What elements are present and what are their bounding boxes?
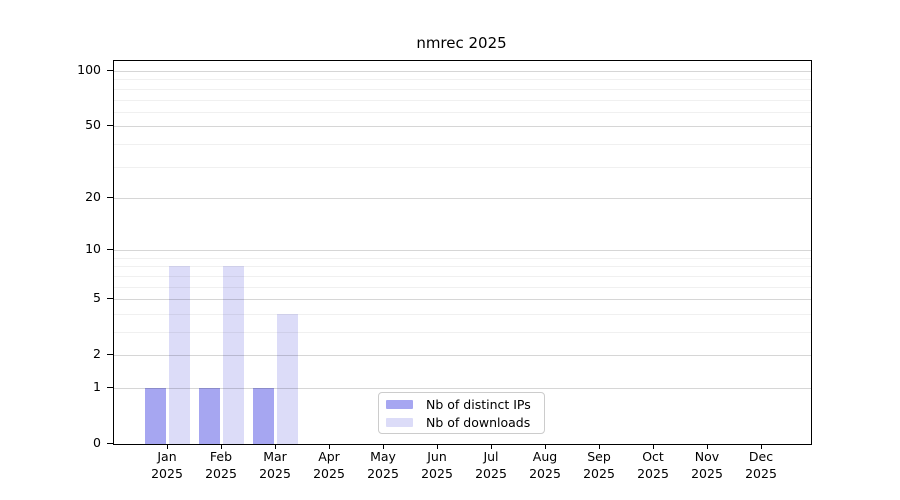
minor-gridline xyxy=(114,166,811,168)
x-tick-mark xyxy=(383,444,384,449)
minor-gridline xyxy=(114,99,811,101)
major-gridline xyxy=(114,355,811,357)
major-gridline xyxy=(114,250,811,252)
x-tick-label: May 2025 xyxy=(367,449,399,481)
legend-label-downloads: Nb of downloads xyxy=(426,414,531,430)
bar-distinct-ips xyxy=(199,388,220,444)
minor-gridline xyxy=(114,286,811,288)
x-tick-label: Jan 2025 xyxy=(151,449,183,481)
y-tick-mark xyxy=(107,125,113,127)
x-tick-label: Jul 2025 xyxy=(475,449,507,481)
y-tick-mark xyxy=(107,298,113,300)
major-gridline xyxy=(114,299,811,301)
x-tick-mark xyxy=(491,444,492,449)
x-tick-label: Feb 2025 xyxy=(205,449,237,481)
y-tick-label: 50 xyxy=(85,117,101,133)
minor-gridline xyxy=(114,79,811,81)
y-tick-label: 1 xyxy=(93,379,101,394)
bar-downloads xyxy=(169,266,190,444)
x-tick-mark xyxy=(707,444,708,449)
y-tick-label: 100 xyxy=(77,62,101,77)
x-tick-mark xyxy=(167,444,168,449)
x-tick-mark xyxy=(653,444,654,449)
distinct-ips-swatch xyxy=(386,399,413,409)
x-tick-mark xyxy=(761,444,762,449)
x-tick-label: Sep 2025 xyxy=(583,449,615,481)
y-tick-label: 0 xyxy=(93,435,101,450)
y-tick-mark xyxy=(107,70,113,71)
downloads-swatch xyxy=(386,417,413,427)
x-tick-label: Oct 2025 xyxy=(637,449,669,481)
minor-gridline xyxy=(114,88,811,90)
x-tick-mark xyxy=(545,444,546,449)
bar-downloads xyxy=(223,266,244,444)
major-gridline xyxy=(114,197,811,199)
legend-label-distinct-ips: Nb of distinct IPs xyxy=(426,396,531,412)
x-tick-mark xyxy=(221,444,222,449)
x-tick-mark xyxy=(599,444,600,449)
x-tick-mark xyxy=(437,444,438,449)
y-tick-label: 10 xyxy=(85,241,101,257)
x-tick-label: Nov 2025 xyxy=(691,449,723,481)
x-tick-label: Apr 2025 xyxy=(313,449,345,481)
minor-gridline xyxy=(114,266,811,268)
y-tick-label: 2 xyxy=(93,346,101,362)
x-tick-label: Mar 2025 xyxy=(259,449,291,481)
minor-gridline xyxy=(114,275,811,277)
y-tick-mark xyxy=(107,387,113,388)
x-tick-label: Dec 2025 xyxy=(745,449,777,481)
bar-distinct-ips xyxy=(145,388,166,444)
y-tick-label: 5 xyxy=(93,290,101,306)
minor-gridline xyxy=(114,257,811,259)
x-tick-mark xyxy=(275,444,276,449)
minor-gridline xyxy=(114,111,811,113)
legend: Nb of distinct IPs Nb of downloads xyxy=(378,392,545,434)
minor-gridline xyxy=(114,143,811,145)
y-tick-label: 20 xyxy=(85,188,101,204)
major-gridline xyxy=(114,71,811,72)
legend-row-distinct-ips: Nb of distinct IPs xyxy=(386,398,544,411)
y-tick-mark xyxy=(107,196,113,198)
x-tick-label: Aug 2025 xyxy=(529,449,561,481)
x-tick-label: Jun 2025 xyxy=(421,449,453,481)
minor-gridline xyxy=(114,313,811,315)
legend-row-downloads: Nb of downloads xyxy=(386,416,544,429)
bar-distinct-ips xyxy=(253,388,274,444)
plot-area xyxy=(113,60,812,445)
bar-downloads xyxy=(277,313,298,444)
chart-title: nmrec 2025 xyxy=(416,34,507,52)
y-tick-mark xyxy=(107,354,113,356)
y-tick-mark xyxy=(107,249,113,251)
y-tick-mark xyxy=(107,443,113,444)
minor-gridline xyxy=(114,332,811,333)
major-gridline xyxy=(114,126,811,128)
major-gridline xyxy=(114,388,811,389)
x-tick-mark xyxy=(329,444,330,449)
